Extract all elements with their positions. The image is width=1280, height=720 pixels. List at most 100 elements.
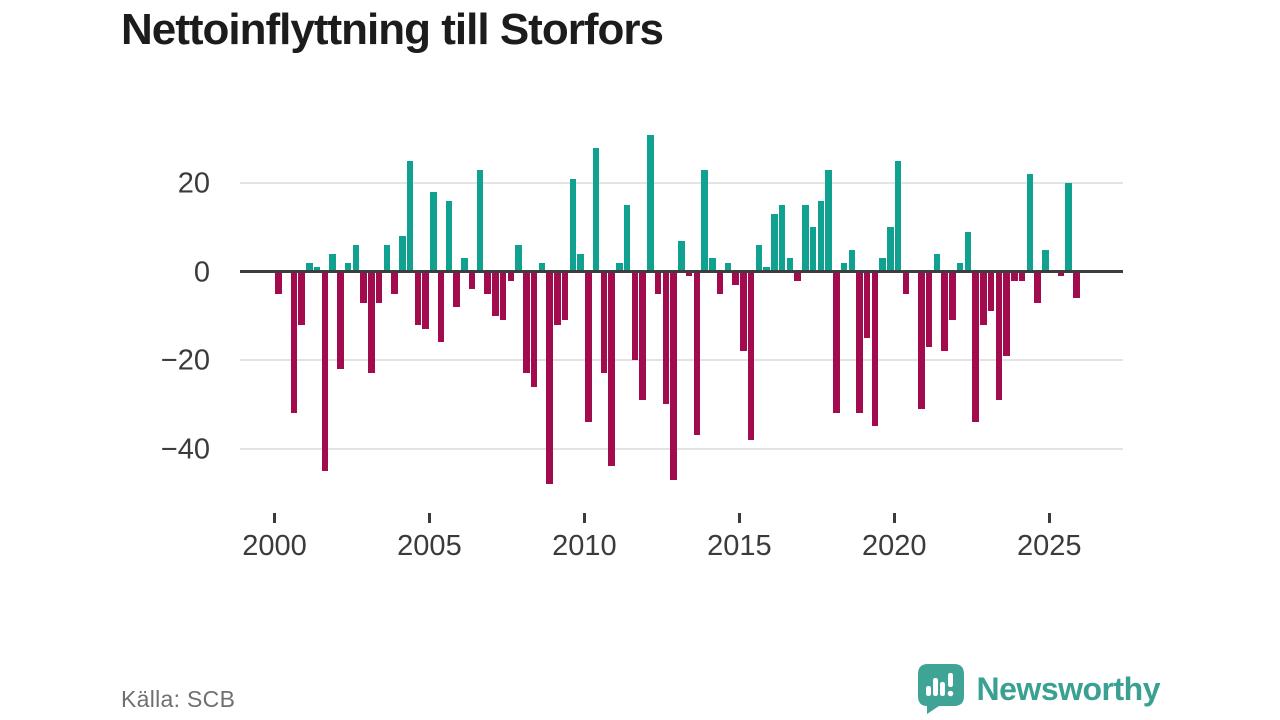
bar-negative xyxy=(670,271,677,480)
bar-positive xyxy=(445,200,453,272)
bar-positive xyxy=(825,169,832,272)
chart-title: Nettoinflyttning till Storfors xyxy=(121,5,664,54)
bar-positive xyxy=(894,161,902,272)
bar-negative xyxy=(453,271,460,308)
bar-negative xyxy=(871,271,879,427)
bar-negative xyxy=(523,271,530,374)
bar-negative xyxy=(499,271,507,321)
bar-negative xyxy=(639,271,646,400)
bar-negative xyxy=(685,271,693,277)
bar-negative xyxy=(902,271,910,294)
bar-negative xyxy=(360,271,367,303)
gridline xyxy=(240,359,1123,362)
bar-positive xyxy=(306,262,313,272)
x-axis-label: 2010 xyxy=(552,530,617,562)
y-axis-label: −20 xyxy=(160,344,210,377)
bar-negative xyxy=(863,271,871,339)
y-axis-label: −40 xyxy=(160,433,210,466)
bar-negative xyxy=(585,271,592,423)
bar-negative xyxy=(275,271,282,294)
bar-positive xyxy=(515,245,522,272)
bar-positive xyxy=(809,227,817,272)
bar-negative xyxy=(856,271,863,414)
bar-negative xyxy=(654,271,662,294)
y-axis-label: 0 xyxy=(193,256,210,289)
bar-negative xyxy=(290,271,298,414)
brand-footer: Newsworthy xyxy=(917,664,1161,714)
x-axis-tick xyxy=(737,513,741,523)
bar-negative xyxy=(492,271,499,316)
x-axis-tick xyxy=(1047,513,1051,523)
bar-positive xyxy=(956,262,964,272)
y-axis-label: 20 xyxy=(177,167,210,200)
bar-negative xyxy=(1073,271,1080,299)
bar-positive xyxy=(352,245,360,272)
bar-negative xyxy=(608,271,615,467)
bar-negative xyxy=(1018,271,1026,281)
bar-positive xyxy=(616,262,623,272)
x-axis-label: 2000 xyxy=(242,530,307,562)
bar-positive xyxy=(786,258,794,272)
bar-negative xyxy=(368,271,375,374)
bar-negative xyxy=(987,271,995,312)
x-axis-label: 2015 xyxy=(707,530,772,562)
bar-positive xyxy=(724,262,732,272)
bar-negative xyxy=(918,271,925,409)
bar-positive xyxy=(763,267,770,272)
bar-negative xyxy=(437,271,445,343)
bar-negative xyxy=(794,271,801,281)
bar-negative xyxy=(925,271,933,347)
bar-negative xyxy=(561,271,569,321)
newsworthy-logo-icon xyxy=(917,664,964,714)
bar-negative xyxy=(1034,271,1041,303)
bar-negative xyxy=(732,271,739,285)
bar-positive xyxy=(802,205,809,272)
bar-negative xyxy=(391,271,398,294)
bar-positive xyxy=(848,249,855,272)
bar-negative xyxy=(1003,271,1010,356)
bar-negative xyxy=(484,271,491,294)
bar-negative xyxy=(833,271,840,414)
bar-positive xyxy=(840,262,848,272)
x-axis-tick xyxy=(427,513,431,523)
x-axis-label: 2020 xyxy=(862,530,927,562)
bar-positive xyxy=(399,236,406,272)
zero-axis-line xyxy=(240,270,1123,274)
bar-positive xyxy=(817,200,824,272)
bar-negative xyxy=(747,271,755,440)
bar-positive xyxy=(461,258,468,272)
bar-negative xyxy=(337,271,344,369)
bar-negative xyxy=(507,271,515,281)
bar-positive xyxy=(577,254,584,272)
bar-negative xyxy=(740,271,747,352)
bar-negative xyxy=(995,271,1003,400)
source-note: Källa: SCB xyxy=(121,686,236,712)
bar-negative xyxy=(468,271,476,290)
bar-positive xyxy=(755,245,763,272)
bar-negative xyxy=(716,271,724,294)
bar-positive xyxy=(879,258,886,272)
bar-positive xyxy=(406,161,414,272)
bar-negative xyxy=(980,271,987,325)
bar-positive xyxy=(329,254,336,272)
bar-negative xyxy=(530,271,538,387)
bar-negative xyxy=(972,271,979,423)
bar-negative xyxy=(375,271,383,303)
bar-negative xyxy=(554,271,561,325)
bar-negative xyxy=(693,271,701,436)
bar-negative xyxy=(414,271,422,325)
bar-negative xyxy=(546,271,553,484)
bar-positive xyxy=(701,169,708,272)
bar-negative xyxy=(1011,271,1018,281)
gridline xyxy=(240,447,1123,450)
bar-negative xyxy=(422,271,429,330)
bar-positive xyxy=(569,178,577,272)
bar-positive xyxy=(933,254,941,272)
bar-negative xyxy=(662,271,670,405)
bar-negative xyxy=(631,271,639,361)
bar-positive xyxy=(313,267,321,272)
bar-negative xyxy=(949,271,956,321)
bar-positive xyxy=(1026,174,1034,272)
bar-positive xyxy=(1065,183,1072,272)
